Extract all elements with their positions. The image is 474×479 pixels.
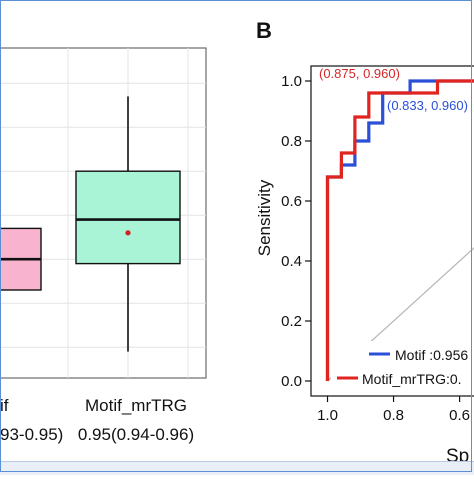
panel-b-legend: Motif :0.956 Motif_mrTRG:0. xyxy=(331,341,474,393)
panel-a-tick-label: if xyxy=(0,396,9,415)
panel-a-tick-label: Motif_mrTRG xyxy=(85,396,187,415)
panel-b-x-tick-label: 0.6 xyxy=(449,407,470,424)
panel-a-ci-label: 0.95(0.94-0.96) xyxy=(78,425,194,444)
panel-b-annotation-red: (0.875, 0.960) xyxy=(319,66,400,81)
box-motif-mrtrg xyxy=(76,171,180,263)
box-mean-point xyxy=(125,230,130,235)
panel-b-label: B xyxy=(256,18,272,43)
panel-b-y-tick-label: 0.4 xyxy=(281,253,302,270)
panel-a-ci-label: 93-0.95) xyxy=(0,425,63,444)
panel-b-y-tick-label: 0.8 xyxy=(281,133,302,150)
panel-a-boxplot: if Motif_mrTRG 93-0.95) 0.95(0.94-0.96) xyxy=(0,48,206,444)
panel-b-roc: B Sensitivity 0.0 0.2 0.4 0.6 0.8 1.0 1.0 0.8 0.… xyxy=(255,18,474,467)
panel-b-x-tick-label: 0.8 xyxy=(383,407,404,424)
panel-b-y-tick-label: 1.0 xyxy=(281,73,302,90)
panel-b-y-tick-label: 0.2 xyxy=(281,313,302,330)
legend-label-motif-mrtrg: Motif_mrTRG:0. xyxy=(362,371,462,387)
panel-b-y-axis-label: Sensitivity xyxy=(255,179,274,256)
bottom-strip xyxy=(0,461,474,475)
panel-b-annotation-blue: (0.833, 0.960) xyxy=(387,98,468,113)
panel-b-y-tick-label: 0.0 xyxy=(281,373,302,390)
panel-b-x-tick-label: 1.0 xyxy=(317,407,338,424)
panel-b-y-tick-label: 0.6 xyxy=(281,193,302,210)
legend-label-motif: Motif :0.956 xyxy=(395,347,468,363)
